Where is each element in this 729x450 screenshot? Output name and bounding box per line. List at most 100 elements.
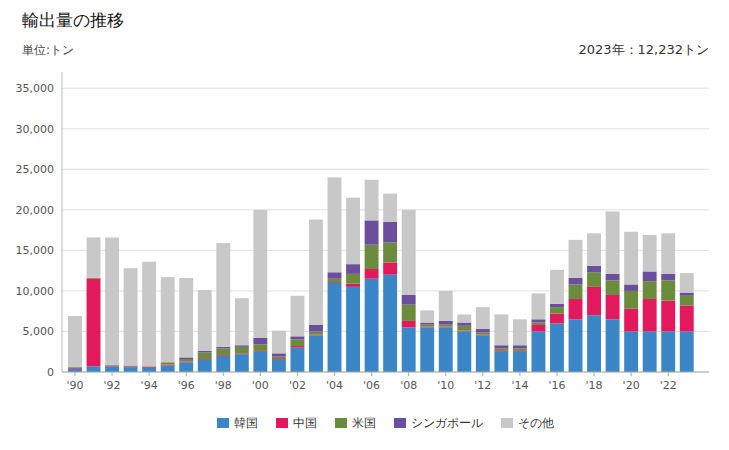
x-tick-label: '90 [66, 379, 83, 392]
bar [105, 237, 119, 364]
grid-line [62, 169, 709, 170]
bar [328, 177, 342, 272]
bar [198, 353, 212, 359]
bar [402, 327, 416, 372]
bar [216, 243, 230, 347]
bar [476, 332, 490, 334]
legend: 韓国中国米国シンガポールその他 [217, 416, 554, 430]
y-tick-label: 35,000 [16, 82, 55, 95]
bar [661, 280, 675, 300]
bar [328, 283, 342, 372]
bar [439, 321, 453, 324]
x-tick [371, 372, 372, 376]
bar [587, 272, 601, 287]
x-tick [668, 372, 669, 376]
legend-item: 中国 [276, 416, 317, 430]
bar [531, 293, 545, 319]
x-tick-label: '98 [215, 379, 232, 392]
bar [198, 290, 212, 351]
bar [161, 366, 175, 372]
x-tick-label: '08 [400, 379, 417, 392]
bar [606, 319, 620, 372]
bar [309, 336, 323, 372]
bar [198, 351, 212, 353]
x-tick [260, 372, 261, 376]
bar [346, 198, 360, 264]
bar [643, 235, 657, 271]
bars [68, 177, 694, 372]
bar [290, 296, 304, 337]
legend-label: 韓国 [234, 416, 258, 430]
bar [569, 284, 583, 299]
bar [550, 304, 564, 307]
y-axis-line [62, 72, 63, 372]
bar [290, 336, 304, 339]
bar [587, 233, 601, 265]
bar [661, 301, 675, 332]
x-tick-label: '10 [437, 379, 454, 392]
bar [569, 278, 583, 284]
x-tick-label: '20 [623, 379, 640, 392]
bar [161, 362, 175, 364]
bar [420, 323, 434, 325]
bar [346, 274, 360, 284]
bar [457, 331, 471, 372]
bar [216, 348, 230, 354]
x-tick [631, 372, 632, 376]
bar [253, 352, 267, 372]
bar [680, 296, 694, 306]
x-tick [334, 372, 335, 376]
bar [531, 325, 545, 331]
legend-label: 中国 [293, 416, 317, 430]
bar [383, 275, 397, 372]
x-tick [519, 372, 520, 376]
x-tick [482, 372, 483, 376]
bar [142, 368, 156, 372]
bar [624, 232, 638, 285]
annotation: 2023年：12,232トン [578, 42, 709, 57]
bar [643, 299, 657, 331]
bar [198, 360, 212, 372]
bar [179, 359, 193, 361]
bar [383, 242, 397, 262]
bar [606, 274, 620, 280]
bar [680, 331, 694, 372]
y-axis: 05,00010,00015,00020,00025,00030,00035,0… [16, 72, 710, 379]
bar [569, 319, 583, 372]
bar [124, 367, 138, 372]
legend-swatch [394, 418, 406, 428]
bar [420, 327, 434, 372]
y-tick-label: 10,000 [16, 285, 55, 298]
bar [680, 306, 694, 332]
series [68, 275, 694, 372]
x-tick-label: '18 [586, 379, 603, 392]
bar [550, 307, 564, 313]
x-tick-label: '12 [474, 379, 491, 392]
bar [235, 347, 249, 353]
legend-swatch [501, 418, 513, 428]
bar [606, 295, 620, 319]
bar [161, 277, 175, 362]
bar [309, 331, 323, 334]
bar [346, 284, 360, 287]
bar [624, 291, 638, 309]
bar [290, 340, 304, 346]
x-axis: '90'92'94'96'98'00'02'04'06'08'10'12'14'… [62, 372, 709, 392]
bar [476, 307, 490, 329]
bar [179, 362, 193, 372]
legend-label: シンガポール [411, 416, 483, 430]
bar [494, 348, 508, 350]
bar [365, 245, 379, 269]
bar [235, 354, 249, 372]
bar [402, 210, 416, 295]
bar [550, 314, 564, 324]
bar [420, 324, 434, 326]
bar [457, 323, 471, 326]
grid-line [62, 128, 709, 129]
grid-line [62, 372, 709, 373]
x-tick [74, 372, 75, 376]
x-tick [223, 372, 224, 376]
legend-item: 米国 [335, 416, 376, 430]
x-tick [594, 372, 595, 376]
series [68, 263, 694, 369]
